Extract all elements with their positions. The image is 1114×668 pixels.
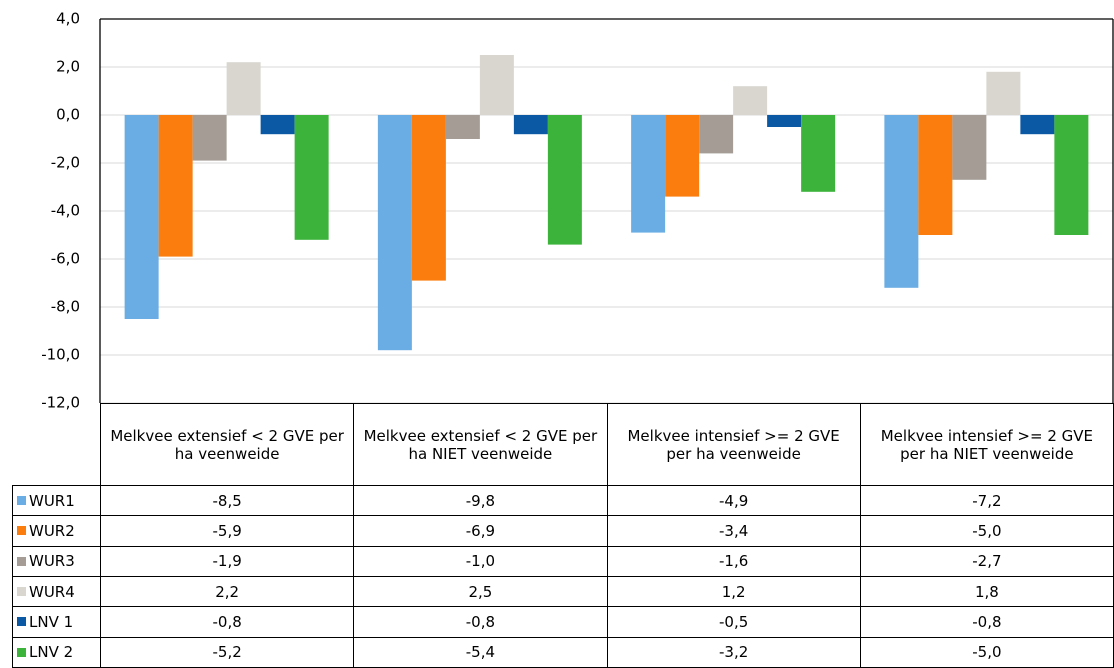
bar: [124, 115, 159, 319]
data-label: -0,8: [859, 606, 1114, 638]
y-tick-label: -12,0: [41, 394, 80, 412]
legend-label: LNV 2: [29, 643, 74, 662]
data-label: -1,9: [100, 545, 355, 577]
data-label: -8,5: [100, 485, 355, 517]
data-label: -6,9: [353, 515, 608, 547]
x-tick-label: Melkvee extensief < 2 GVE per ha NIET ve…: [353, 403, 608, 486]
bar: [665, 115, 700, 197]
y-tick-label: 2,0: [56, 58, 80, 76]
data-label: -5,4: [353, 636, 608, 668]
bar: [801, 115, 836, 192]
bar: [1020, 115, 1055, 135]
data-label: 2,2: [100, 576, 355, 608]
bar: [767, 115, 802, 127]
y-tick-label: -8,0: [51, 298, 80, 316]
legend-key: [17, 556, 26, 566]
legend-label: WUR4: [29, 582, 75, 601]
legend-key: [17, 647, 26, 657]
bar: [699, 115, 734, 154]
data-label: -5,0: [859, 515, 1114, 547]
bar: [479, 55, 514, 115]
legend-entry: LNV 1: [12, 606, 101, 638]
legend-entry: WUR3: [12, 545, 101, 577]
legend-entry: WUR2: [12, 515, 101, 547]
bar: [1054, 115, 1089, 235]
bar: [952, 115, 987, 180]
bar: [918, 115, 953, 235]
bar: [158, 115, 193, 257]
bar: [547, 115, 582, 245]
y-tick-label: -6,0: [51, 250, 80, 268]
y-tick-label: 0,0: [56, 106, 80, 124]
data-label: 1,2: [606, 576, 861, 608]
legend-entry: LNV 2: [12, 636, 101, 668]
bar: [884, 115, 919, 288]
legend-key: [17, 496, 26, 506]
data-label: -4,9: [606, 485, 861, 517]
data-label: -9,8: [353, 485, 608, 517]
data-label: -0,8: [353, 606, 608, 638]
data-label: 1,8: [859, 576, 1114, 608]
data-label: -5,0: [859, 636, 1114, 668]
legend-label: WUR2: [29, 521, 75, 540]
data-label: -0,5: [606, 606, 861, 638]
legend-label: WUR1: [29, 491, 75, 510]
data-label: -7,2: [859, 485, 1114, 517]
data-label: -3,2: [606, 636, 861, 668]
bar: [733, 86, 768, 115]
data-label: -5,2: [100, 636, 355, 668]
legend-key: [17, 526, 26, 536]
y-tick-label: -10,0: [41, 346, 80, 364]
data-label: -2,7: [859, 545, 1114, 577]
bar: [192, 115, 227, 161]
legend-key: [17, 587, 26, 597]
y-tick-label: -2,0: [51, 154, 80, 172]
legend-key: [17, 617, 26, 627]
bar: [260, 115, 295, 135]
x-tick-label: Melkvee intensief >= 2 GVE per ha veenwe…: [606, 403, 861, 486]
y-tick-label: 4,0: [56, 10, 80, 28]
bar: [294, 115, 329, 240]
x-tick-label: Melkvee intensief >= 2 GVE per ha NIET v…: [859, 403, 1114, 486]
legend-label: WUR3: [29, 552, 75, 571]
legend-entry: WUR4: [12, 576, 101, 608]
data-label: -0,8: [100, 606, 355, 638]
y-tick-label: -4,0: [51, 202, 80, 220]
bar: [377, 115, 412, 351]
bar: [513, 115, 548, 135]
bar: [445, 115, 480, 139]
data-label: -1,6: [606, 545, 861, 577]
bar: [986, 71, 1021, 115]
bar: [411, 115, 446, 281]
data-label: -1,0: [353, 545, 608, 577]
legend-label: LNV 1: [29, 612, 74, 631]
data-label: -5,9: [100, 515, 355, 547]
data-label: -3,4: [606, 515, 861, 547]
legend-entry: WUR1: [12, 485, 101, 517]
bar: [226, 62, 261, 115]
data-label: 2,5: [353, 576, 608, 608]
bar: [631, 115, 666, 233]
x-tick-label: Melkvee extensief < 2 GVE per ha veenwei…: [100, 403, 355, 486]
